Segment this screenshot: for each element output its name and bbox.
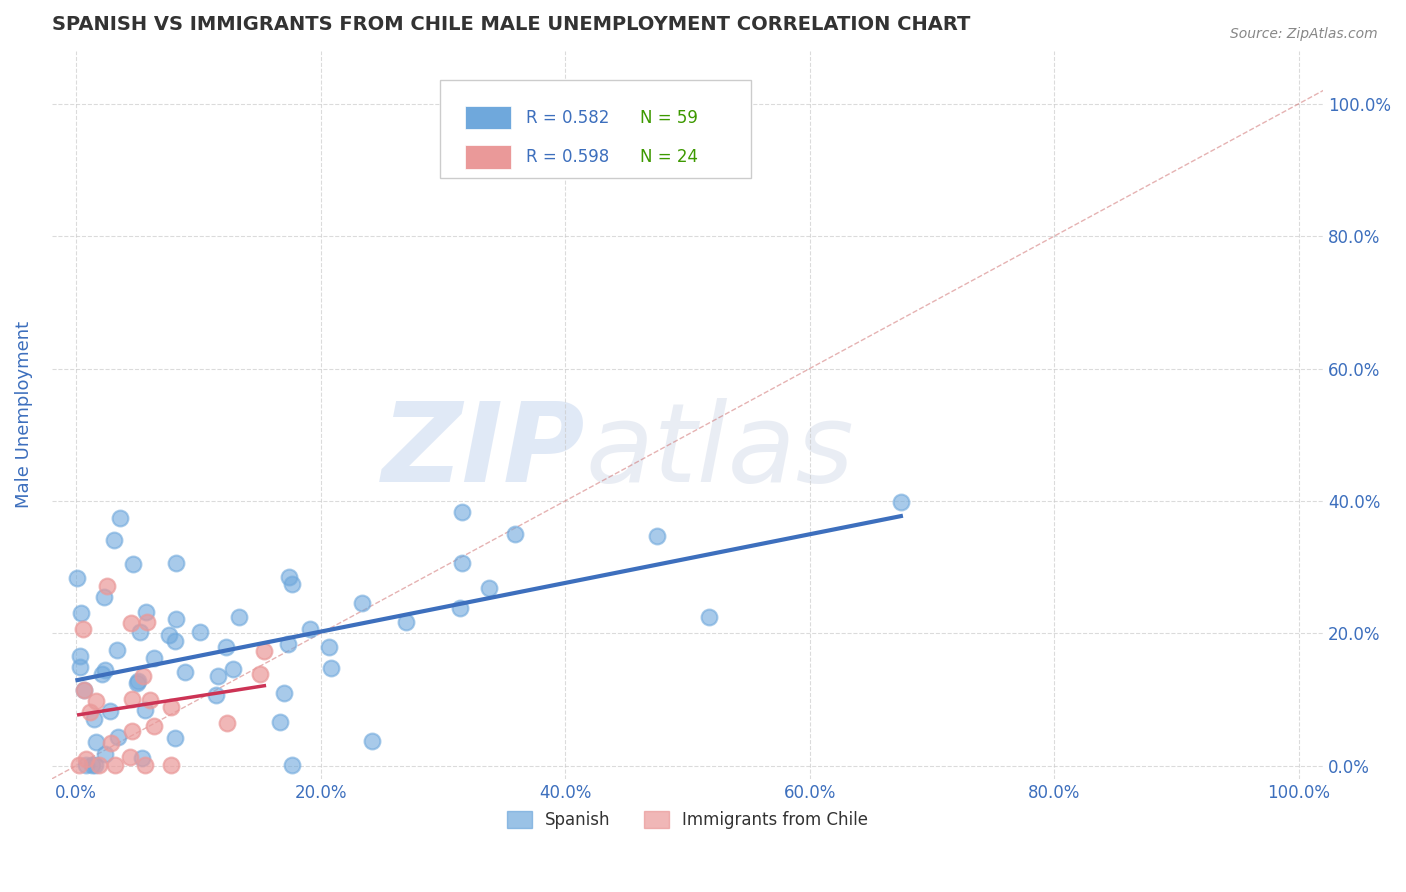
- Point: [645, 529, 668, 543]
- Point: [277, 570, 299, 584]
- Point: [69, 648, 91, 663]
- Text: SPANISH VS IMMIGRANTS FROM CHILE MALE UNEMPLOYMENT CORRELATION CHART: SPANISH VS IMMIGRANTS FROM CHILE MALE UN…: [52, 15, 970, 34]
- Point: [228, 609, 250, 624]
- Text: atlas: atlas: [586, 398, 855, 505]
- Point: [451, 556, 474, 570]
- Point: [129, 625, 152, 640]
- Point: [165, 557, 187, 571]
- Point: [121, 723, 143, 738]
- Point: [478, 581, 501, 595]
- Text: N = 24: N = 24: [640, 148, 699, 166]
- Point: [890, 495, 912, 509]
- Point: [75, 758, 97, 772]
- Point: [98, 705, 121, 719]
- Point: [269, 715, 291, 730]
- Point: [70, 606, 93, 620]
- Point: [134, 758, 156, 772]
- Point: [157, 628, 180, 642]
- Point: [93, 590, 115, 604]
- Point: [87, 758, 110, 772]
- Point: [105, 642, 128, 657]
- Point: [215, 640, 238, 655]
- Point: [135, 615, 157, 629]
- Point: [277, 637, 299, 651]
- Point: [449, 600, 471, 615]
- Point: [159, 699, 181, 714]
- Point: [125, 675, 148, 690]
- Text: R = 0.598: R = 0.598: [526, 148, 609, 166]
- Point: [205, 688, 228, 702]
- Point: [188, 624, 211, 639]
- Point: [72, 683, 94, 698]
- Point: [165, 612, 187, 626]
- FancyBboxPatch shape: [465, 145, 510, 169]
- Point: [319, 661, 342, 675]
- Point: [84, 694, 107, 708]
- Point: [160, 758, 183, 772]
- Point: [350, 596, 373, 610]
- Point: [94, 747, 117, 761]
- Point: [132, 669, 155, 683]
- Point: [108, 511, 131, 525]
- FancyBboxPatch shape: [465, 106, 510, 129]
- Point: [96, 579, 118, 593]
- Point: [135, 605, 157, 619]
- Point: [165, 731, 187, 745]
- Point: [100, 736, 122, 750]
- Point: [143, 719, 166, 733]
- Point: [73, 682, 96, 697]
- Point: [222, 662, 245, 676]
- Point: [281, 577, 304, 591]
- Point: [75, 752, 97, 766]
- Point: [67, 758, 90, 772]
- Point: [82, 758, 104, 772]
- Point: [318, 640, 340, 655]
- Point: [90, 667, 112, 681]
- Point: [107, 731, 129, 745]
- Point: [273, 686, 295, 700]
- Point: [120, 615, 142, 630]
- Point: [104, 758, 127, 772]
- Point: [249, 666, 271, 681]
- Point: [66, 571, 89, 585]
- Point: [131, 751, 153, 765]
- Point: [84, 735, 107, 749]
- Point: [94, 663, 117, 677]
- Text: Source: ZipAtlas.com: Source: ZipAtlas.com: [1230, 27, 1378, 41]
- Point: [121, 557, 143, 571]
- Point: [72, 622, 94, 636]
- Point: [127, 674, 149, 689]
- Point: [84, 758, 107, 772]
- Point: [134, 703, 156, 717]
- Point: [103, 533, 125, 547]
- Point: [253, 644, 276, 658]
- Point: [503, 527, 526, 541]
- Point: [174, 665, 197, 679]
- Point: [83, 712, 105, 726]
- Point: [361, 734, 384, 748]
- Point: [395, 615, 418, 630]
- Point: [697, 610, 720, 624]
- Point: [451, 506, 474, 520]
- Y-axis label: Male Unemployment: Male Unemployment: [15, 321, 32, 508]
- Point: [139, 692, 162, 706]
- Legend: Spanish, Immigrants from Chile: Spanish, Immigrants from Chile: [501, 805, 875, 836]
- Text: ZIP: ZIP: [382, 398, 586, 505]
- Text: R = 0.582: R = 0.582: [526, 109, 609, 127]
- Point: [79, 705, 101, 719]
- Point: [121, 692, 143, 706]
- Point: [281, 758, 304, 772]
- FancyBboxPatch shape: [440, 80, 751, 178]
- Point: [165, 634, 187, 648]
- Point: [118, 750, 141, 764]
- Point: [215, 716, 238, 731]
- Point: [69, 660, 91, 674]
- Point: [207, 668, 229, 682]
- Point: [142, 651, 165, 665]
- Point: [298, 622, 321, 636]
- Text: N = 59: N = 59: [640, 109, 699, 127]
